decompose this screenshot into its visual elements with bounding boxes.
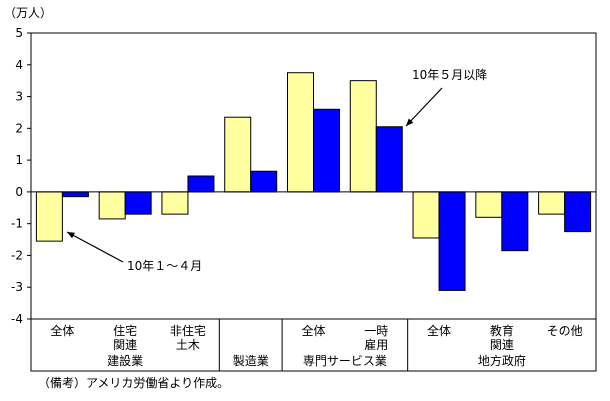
bar-may-onwards	[501, 191, 529, 252]
bar-jan-apr	[538, 191, 566, 215]
bar-may-onwards	[187, 175, 215, 193]
category-label: 関連	[490, 338, 514, 352]
category-label: 非住宅	[170, 323, 206, 338]
axes	[30, 32, 597, 372]
group-label: 建設業	[107, 353, 143, 368]
bars	[35, 72, 592, 291]
bar-jan-apr	[287, 72, 314, 193]
category-label: 全体	[427, 323, 451, 338]
bar-may-onwards	[564, 191, 592, 233]
annotation-label-jan-apr: 10年１～４月	[127, 259, 202, 273]
y-tick-label: -2	[11, 248, 23, 262]
category-label: その他	[547, 324, 583, 338]
y-tick-label: 4	[15, 58, 23, 72]
bar-jan-apr	[475, 191, 503, 218]
group-label: 製造業	[233, 354, 269, 368]
bar-may-onwards	[61, 191, 89, 198]
bar-jan-apr	[98, 191, 126, 220]
bar-may-onwards	[124, 191, 152, 215]
bar-jan-apr	[35, 191, 63, 242]
y-tick-label: 3	[15, 90, 23, 104]
y-tick-label: 1	[15, 153, 23, 167]
annotation-arrow-jan-apr	[66, 231, 124, 263]
bar-may-onwards	[313, 108, 340, 193]
y-tick-label: -3	[11, 280, 23, 294]
bar-may-onwards	[250, 170, 278, 193]
y-tick-label: -1	[11, 217, 23, 231]
category-label: 関連	[113, 338, 137, 352]
group-label: 専門サービス業	[303, 354, 387, 368]
bar-jan-apr	[161, 191, 189, 215]
bar-jan-apr	[349, 80, 377, 193]
category-label: 一時	[364, 324, 388, 338]
group-labels: 建設業 製造業 専門サービス業 地方政府	[107, 353, 526, 368]
bar-may-onwards	[375, 126, 403, 193]
source-note: （備考）アメリカ労働省より作成。	[38, 376, 230, 390]
y-axis-ticks: -4 -3 -2 -1 0 1 2 3 4 5	[11, 26, 31, 326]
annotations: 10年５月以降 10年１～４月	[66, 68, 487, 273]
category-label: 土木	[176, 338, 200, 352]
annotation-label-may-onwards: 10年５月以降	[412, 68, 487, 82]
category-table-frame	[30, 318, 597, 372]
y-tick-label: 5	[15, 26, 23, 40]
annotation-arrow-may-onwards	[405, 87, 443, 127]
annotation-arrow-may-onwards-head	[406, 118, 414, 126]
y-tick-label: -4	[11, 312, 23, 326]
annotation-arrow-jan-apr-head	[67, 232, 75, 239]
bar-jan-apr	[224, 116, 252, 193]
group-label: 地方政府	[478, 353, 526, 368]
category-label: 住宅	[113, 323, 137, 338]
bar-jan-apr	[412, 191, 440, 239]
category-label: 雇用	[364, 337, 388, 352]
y-axis-unit-label: （万人）	[4, 6, 52, 20]
category-label: 全体	[50, 323, 74, 338]
category-label: 教育	[490, 323, 514, 338]
y-tick-label: 2	[15, 121, 23, 135]
y-tick-label: 0	[15, 185, 23, 199]
category-label: 全体	[301, 323, 325, 338]
bar-may-onwards	[438, 191, 466, 291]
